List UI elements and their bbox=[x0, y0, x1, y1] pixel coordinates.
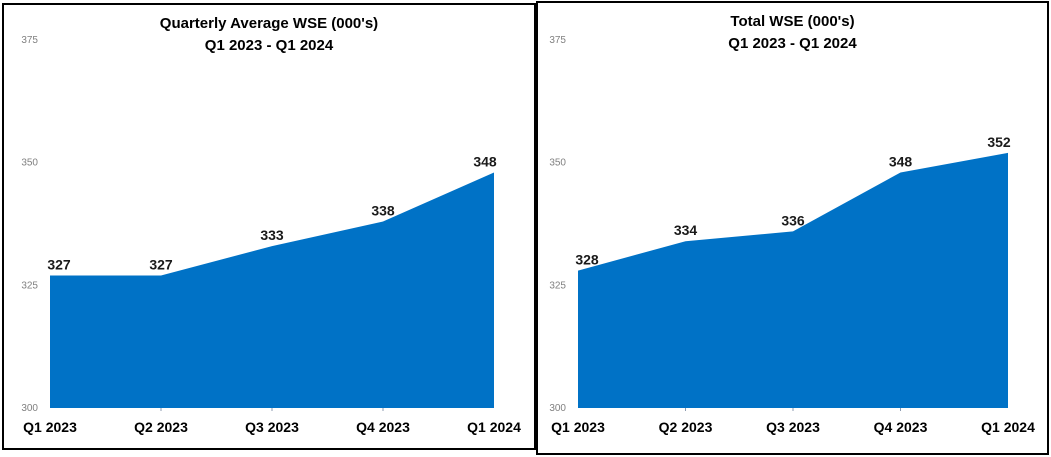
x-axis-category-label: Q2 2023 bbox=[134, 419, 188, 435]
data-label: 336 bbox=[781, 212, 805, 228]
x-axis-category-label: Q3 2023 bbox=[766, 419, 820, 435]
y-axis-tick-label: 325 bbox=[549, 280, 566, 291]
chart-title-line2: Q1 2023 - Q1 2024 bbox=[204, 37, 334, 54]
data-label: 327 bbox=[47, 257, 71, 273]
x-axis-category-label: Q1 2024 bbox=[981, 419, 1035, 435]
x-axis-category-label: Q1 2023 bbox=[23, 419, 77, 435]
y-axis-tick-label: 300 bbox=[21, 403, 38, 414]
y-axis-tick-label: 375 bbox=[549, 35, 566, 46]
x-axis-category-label: Q2 2023 bbox=[659, 419, 713, 435]
area-chart-quarterly-average: 300 325 350 375 327 327 333 338 348 Q1 2023 Q2 202… bbox=[21, 35, 521, 435]
y-axis-tick-label: 325 bbox=[21, 280, 38, 291]
x-axis-category-label: Q4 2023 bbox=[356, 419, 410, 435]
y-axis-tick-label: 350 bbox=[21, 158, 38, 169]
area-series bbox=[578, 152, 1008, 408]
data-label: 333 bbox=[260, 227, 284, 243]
data-label: 327 bbox=[149, 257, 173, 273]
y-axis-tick-label: 350 bbox=[549, 158, 566, 169]
data-label: 334 bbox=[674, 222, 698, 238]
data-label: 348 bbox=[889, 154, 913, 170]
data-label: 338 bbox=[371, 203, 395, 219]
data-label: 352 bbox=[987, 134, 1011, 150]
x-axis-category-label: Q4 2023 bbox=[874, 419, 928, 435]
chart-panel-total-wse: Total WSE (000's) Q1 2023 - Q1 2024 300 3… bbox=[536, 1, 1049, 455]
area-chart-total: 300 325 350 375 328 334 336 348 352 Q1 2023 Q2 202… bbox=[549, 35, 1035, 435]
y-axis-tick-label: 300 bbox=[549, 403, 566, 414]
x-axis-category-label: Q1 2023 bbox=[551, 419, 605, 435]
chart-title-line2: Q1 2023 - Q1 2024 bbox=[728, 35, 857, 52]
data-label: 328 bbox=[575, 252, 599, 268]
chart-title-total: Total WSE (000's) Q1 2023 - Q1 2024 bbox=[538, 11, 1047, 55]
chart-title-quarterly-average: Quarterly Average WSE (000's) Q1 2023 - … bbox=[4, 13, 534, 57]
chart-panel-quarterly-average-wse: Quarterly Average WSE (000's) Q1 2023 - … bbox=[2, 3, 536, 450]
chart-title-line1: Total WSE (000's) bbox=[730, 13, 855, 30]
y-axis-tick-label: 375 bbox=[21, 35, 38, 46]
chart-title-line1: Quarterly Average WSE (000's) bbox=[159, 15, 379, 32]
area-series bbox=[50, 172, 494, 408]
x-axis-category-label: Q1 2024 bbox=[467, 419, 521, 435]
x-axis-category-label: Q3 2023 bbox=[245, 419, 299, 435]
data-label: 348 bbox=[473, 154, 497, 170]
